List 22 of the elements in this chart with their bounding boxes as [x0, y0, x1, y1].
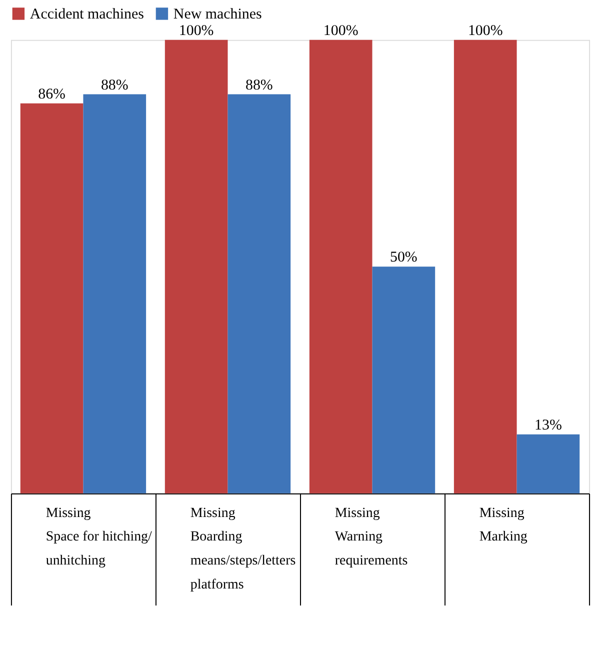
bar — [228, 94, 291, 494]
x-tick-label: Missing Warning requirements — [334, 506, 408, 569]
data-label: 100% — [323, 22, 358, 39]
bar — [164, 40, 228, 494]
data-label: 86% — [38, 86, 66, 102]
bar — [83, 94, 146, 494]
bar — [516, 434, 580, 494]
x-tick-label: Missing Marking — [479, 506, 528, 545]
data-label: 88% — [245, 77, 273, 94]
data-label: 50% — [390, 250, 418, 266]
bar — [454, 40, 517, 494]
data-label: 100% — [468, 22, 503, 39]
bar — [309, 40, 372, 494]
legend-label: Accident machines — [30, 6, 144, 23]
bar — [20, 103, 84, 494]
data-label: 100% — [178, 22, 214, 39]
bar — [372, 266, 436, 494]
legend-label: New machines — [173, 6, 262, 23]
data-label: 88% — [100, 77, 128, 94]
data-label: 13% — [534, 417, 562, 434]
x-tick-label: Missing Space for hitching/ unhitching — [46, 506, 152, 569]
x-tick-label: Missing Boarding means/steps/letters platforms — [190, 506, 296, 593]
